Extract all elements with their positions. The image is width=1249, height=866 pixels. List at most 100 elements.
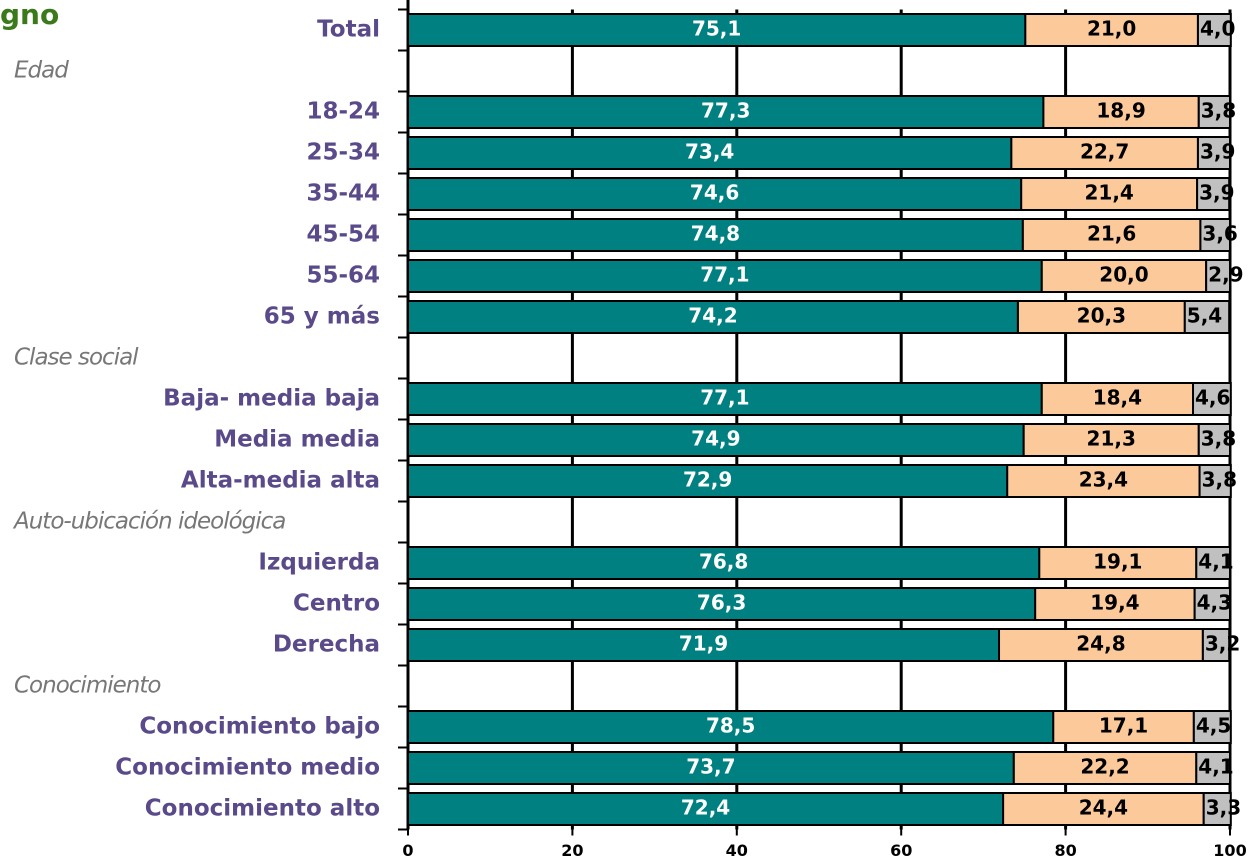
bar-segment (1038, 546, 1198, 580)
value-label: 22,2 (1080, 755, 1129, 779)
bar-segment (1201, 628, 1231, 662)
bar-segment (1192, 382, 1232, 416)
bar-segment (1199, 218, 1231, 252)
value-label: 74,2 (688, 304, 737, 328)
value-label: 21,4 (1084, 181, 1133, 205)
value-label: 4,3 (1197, 591, 1232, 615)
group-label: Clase social (14, 345, 139, 371)
value-label: 24,4 (1079, 796, 1128, 820)
value-label: 74,8 (691, 222, 740, 246)
bar-segment (1034, 587, 1196, 621)
bar-segment (1196, 136, 1232, 170)
value-label: 77,1 (700, 263, 749, 287)
bar-segment (1042, 95, 1200, 129)
y-tick-label: Centro (293, 591, 380, 617)
group-label: Auto-ubicación ideológica (12, 509, 285, 535)
bar-segment (407, 300, 1019, 334)
bar-segment (1193, 587, 1232, 621)
value-label: 20,3 (1077, 304, 1126, 328)
bar-segment (1020, 177, 1199, 211)
y-tick-label: Alta-media alta (181, 468, 380, 494)
y-tick-label: Conocimiento alto (145, 796, 380, 822)
value-label: 3,6 (1202, 222, 1237, 246)
value-label: 23,4 (1079, 468, 1128, 492)
chart-title: gno (0, 0, 59, 31)
bar-segment (407, 259, 1043, 293)
bar-segment (407, 423, 1025, 457)
bar-segment (1021, 218, 1202, 252)
value-label: 3,8 (1201, 99, 1236, 123)
y-tick-label: Derecha (273, 632, 380, 658)
bar-segment (1012, 751, 1198, 785)
bar-segment (1002, 792, 1205, 826)
bar-segment (407, 751, 1015, 785)
value-label: 73,4 (685, 140, 734, 164)
bar-segment (1202, 792, 1232, 826)
y-tick-label: Izquierda (258, 550, 380, 576)
bar-segment (1052, 710, 1195, 744)
value-label: 4,6 (1195, 386, 1230, 410)
bar-segment (1195, 751, 1231, 785)
y-tick-label: 25-34 (306, 140, 380, 166)
bar-segment (1022, 423, 1200, 457)
bar-segment (407, 628, 1001, 662)
value-label: 4,1 (1198, 550, 1233, 574)
value-label: 19,4 (1090, 591, 1139, 615)
x-tick-label: 100 (1213, 841, 1246, 860)
x-tick-label: 40 (726, 841, 748, 860)
x-tick-label: 60 (890, 841, 912, 860)
x-tick-label: 80 (1054, 841, 1076, 860)
bar-segment (407, 792, 1005, 826)
bar-segment (407, 546, 1041, 580)
y-tick-label: 18-24 (306, 99, 380, 125)
group-label: Edad (14, 58, 69, 84)
bar-segment (1024, 13, 1199, 47)
y-tick-label: Conocimiento medio (115, 755, 380, 781)
value-label: 5,4 (1187, 304, 1222, 328)
x-tick-label: 0 (402, 841, 413, 860)
value-label: 74,9 (691, 427, 740, 451)
bar-segment (1040, 259, 1208, 293)
bar-segment (1196, 13, 1232, 47)
value-label: 3,9 (1199, 181, 1234, 205)
y-tick-label: Conocimiento bajo (139, 714, 380, 740)
bar-segment (1010, 136, 1199, 170)
bar-segment (407, 587, 1037, 621)
value-label: 3,9 (1200, 140, 1235, 164)
value-label: 4,5 (1196, 714, 1231, 738)
y-tick-label: Media media (214, 427, 380, 453)
value-label: 4,1 (1198, 755, 1233, 779)
value-label: 3,8 (1202, 468, 1237, 492)
y-tick-label: Baja- media baja (163, 386, 380, 412)
value-label: 18,4 (1093, 386, 1142, 410)
value-label: 72,4 (681, 796, 730, 820)
bar-segment (407, 13, 1027, 47)
value-label: 20,0 (1099, 263, 1148, 287)
value-label: 19,1 (1093, 550, 1142, 574)
value-label: 3,2 (1205, 632, 1240, 656)
value-label: 76,8 (699, 550, 748, 574)
group-label: Conocimiento (14, 673, 161, 699)
value-label: 76,3 (697, 591, 746, 615)
value-label: 18,9 (1096, 99, 1145, 123)
value-label: 22,7 (1080, 140, 1129, 164)
value-label: 24,8 (1076, 632, 1125, 656)
bar-segment (998, 628, 1204, 662)
value-label: 21,0 (1087, 17, 1136, 41)
value-label: 3,8 (1201, 427, 1236, 451)
value-label: 21,6 (1087, 222, 1136, 246)
value-label: 77,3 (701, 99, 750, 123)
value-label: 4,0 (1200, 17, 1235, 41)
y-tick-label: 65 y más (264, 304, 380, 330)
y-tick-label: Total (317, 17, 380, 43)
bar-segment (1197, 423, 1232, 457)
value-label: 17,1 (1099, 714, 1148, 738)
y-tick-label: 35-44 (306, 181, 380, 207)
value-label: 75,1 (692, 17, 741, 41)
bar-segment (1195, 546, 1231, 580)
bar-segment (407, 136, 1013, 170)
bar-segment (1197, 95, 1232, 129)
value-label: 71,9 (679, 632, 728, 656)
value-label: 74,6 (690, 181, 739, 205)
